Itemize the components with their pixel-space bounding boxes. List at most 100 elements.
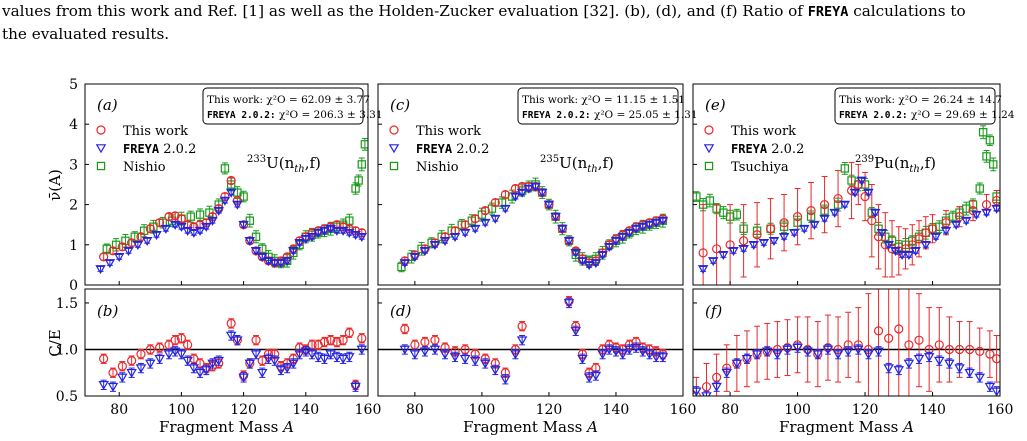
chi2-box <box>834 87 996 125</box>
freya-point <box>910 247 921 257</box>
ratio-freya-point <box>853 345 864 355</box>
ratio-freya-point <box>225 331 237 341</box>
this-work-point <box>176 214 187 224</box>
this-work-point <box>739 236 749 246</box>
freya-point <box>269 259 280 269</box>
x-tick-label: 100 <box>784 402 811 418</box>
ratio-freya-point <box>459 354 471 364</box>
chi2-this-work: This work: χ²O = 11.15 ± 1.51 <box>522 94 685 106</box>
ratio-freya-point <box>863 350 874 360</box>
other-point <box>989 160 998 169</box>
freya-point <box>288 247 299 257</box>
ratio-freya-point <box>711 382 722 392</box>
y-tick-label-top: 1 <box>69 238 78 254</box>
chi2-freya: FREYA 2.0.2: χ²O = 25.05 ± 1.31 <box>522 109 698 121</box>
panel-bottom-2-marks <box>693 289 1000 396</box>
freya-point <box>429 241 441 250</box>
ratio-this-work-point <box>430 335 440 345</box>
freya-point <box>250 247 262 257</box>
freya-point <box>238 220 249 230</box>
freya-point <box>480 218 491 228</box>
ratio-freya-point <box>356 345 368 355</box>
ratio-freya-point <box>294 350 305 360</box>
y-tick-label-bottom: 1.5 <box>56 296 78 312</box>
freya-point <box>839 200 851 210</box>
freya-point <box>991 204 1000 214</box>
other-point <box>351 184 360 193</box>
x-tick-label: 80 <box>110 402 128 418</box>
freya-point <box>530 182 541 192</box>
ratio-freya-point <box>337 354 349 364</box>
reaction-mass: 239 <box>855 154 874 165</box>
ratio-this-work-point <box>904 340 914 350</box>
ratio-freya-point <box>319 354 330 364</box>
other-point <box>693 192 701 201</box>
ratio-this-work-point <box>319 337 330 347</box>
freya-point <box>788 228 800 238</box>
reaction-main: Pu(n <box>874 154 910 172</box>
other-point <box>732 210 742 219</box>
ratio-freya-point <box>194 368 206 378</box>
reaction-end: ,f) <box>305 154 321 172</box>
freya-point <box>961 216 972 226</box>
ratio-freya-point <box>913 354 925 364</box>
ratio-this-work-point <box>410 340 420 350</box>
freya-point <box>570 249 581 259</box>
other-point <box>354 176 363 185</box>
freya-point <box>207 216 218 226</box>
ratio-freya-point <box>893 366 905 376</box>
legend-label: Nishio <box>416 160 459 175</box>
ratio-freya-point <box>964 368 975 378</box>
ratio-freya-point <box>944 359 955 369</box>
ratio-this-work-point <box>117 361 127 371</box>
ratio-this-work-point <box>944 344 954 355</box>
freya-point <box>331 226 343 236</box>
ratio-this-work-point <box>420 337 430 347</box>
freya-point <box>650 218 662 228</box>
ratio-freya-point <box>154 354 165 364</box>
this-work-point <box>145 224 155 234</box>
y-tick-label-top: 3 <box>69 157 78 173</box>
ratio-this-work-point <box>313 340 323 350</box>
freya-point <box>809 220 820 230</box>
freya-point <box>849 188 861 198</box>
this-work-point <box>792 212 803 222</box>
caption-line2: the evaluated results. <box>2 25 170 43</box>
freya-point <box>856 176 867 186</box>
freya-point <box>630 224 642 234</box>
panel-top-1-marks <box>397 177 669 273</box>
ratio-freya-point <box>923 353 935 363</box>
ratio-freya-point <box>802 347 813 357</box>
ratio-freya-point <box>782 345 793 355</box>
y-tick-label-bottom: 1.0 <box>56 342 78 358</box>
legend-marker <box>96 161 106 171</box>
ratio-this-work-point <box>701 382 712 392</box>
freya-point <box>863 188 874 198</box>
reaction-sub: th <box>909 164 919 175</box>
ratio-freya-point <box>883 364 894 374</box>
ratio-this-work-point <box>884 333 894 343</box>
this-work-point <box>752 230 762 240</box>
freya-point <box>768 236 780 246</box>
y-axis-label-bottom: C/E <box>46 329 64 356</box>
legend-marker <box>389 161 399 171</box>
other-point <box>360 140 368 149</box>
chi2-freya: FREYA 2.0.2: χ²O = 206.3 ± 3.31 <box>207 109 383 121</box>
ratio-freya-point <box>934 356 945 366</box>
reaction-sub: th <box>587 164 597 175</box>
ratio-freya-point <box>617 350 628 360</box>
ratio-freya-point <box>490 366 501 376</box>
caption-line1-code: FREYA <box>807 4 849 20</box>
this-work-point <box>698 248 708 258</box>
ratio-freya-point <box>772 350 783 360</box>
x-tick-label: 80 <box>721 402 739 418</box>
panel-top-frame <box>84 83 369 286</box>
chi2-box <box>517 87 679 125</box>
ratio-freya-point <box>721 368 732 378</box>
this-work-point <box>117 242 127 252</box>
chi2-freya: FREYA 2.0.2: χ²O = 29.69 ± 1.24 <box>839 109 1015 121</box>
this-work-point <box>921 228 931 238</box>
freya-point <box>590 259 602 269</box>
legend-label: This work <box>416 124 481 139</box>
this-work-point <box>819 200 830 210</box>
